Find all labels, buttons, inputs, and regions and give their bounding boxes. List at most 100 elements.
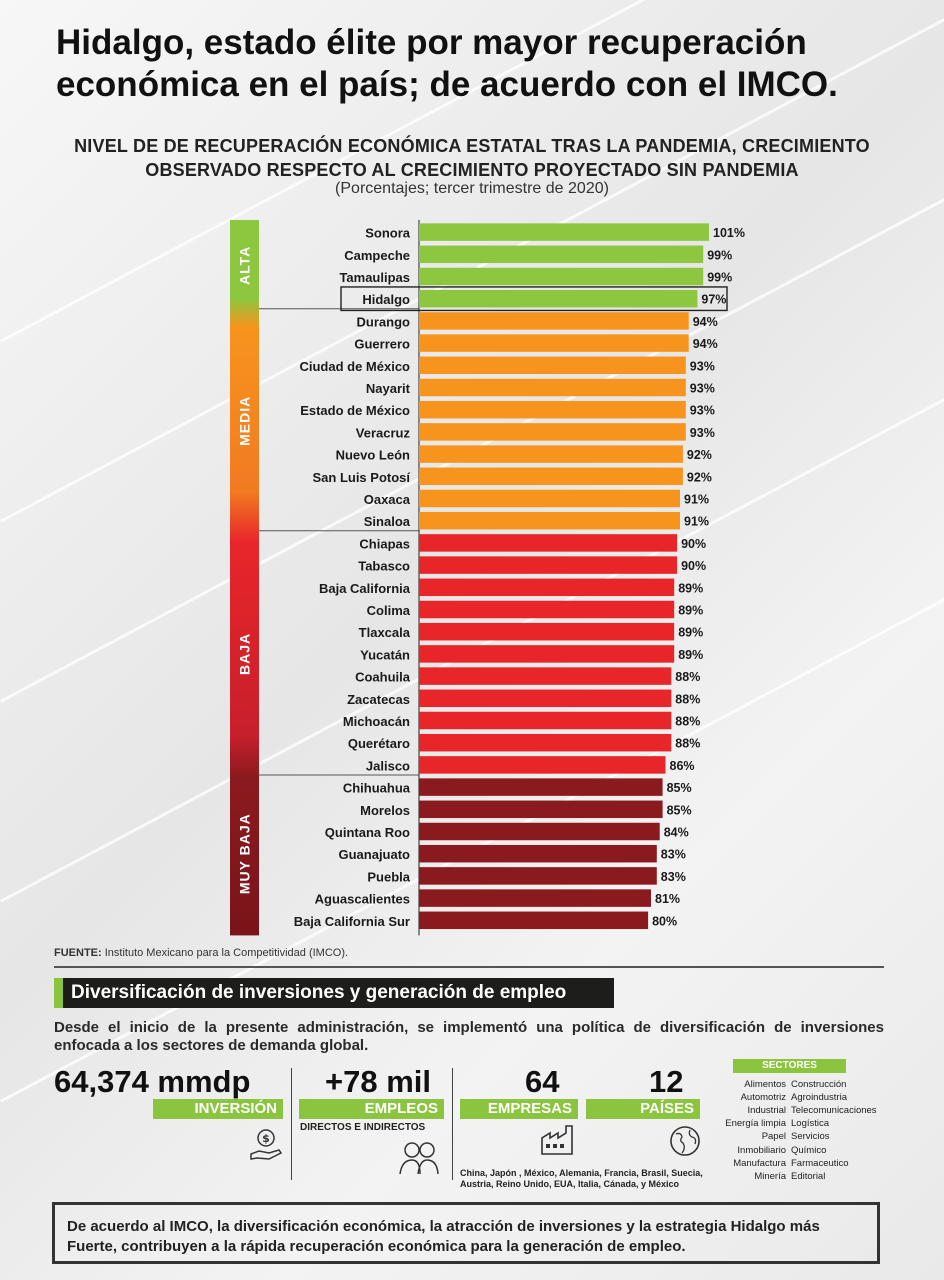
bar-2	[419, 245, 704, 264]
bar-17	[419, 578, 675, 597]
bar-3	[419, 267, 704, 286]
category-label: Ciudad de México	[299, 359, 410, 374]
jobs-sublabel: DIRECTOS E INDIRECTOS	[300, 1122, 426, 1133]
sector-item: Industrial	[747, 1105, 786, 1117]
category-label: Tlaxcala	[359, 625, 411, 640]
bar-18	[419, 600, 675, 619]
section-accent	[54, 978, 63, 1008]
value-label: 83%	[661, 848, 686, 862]
value-label: 80%	[652, 914, 677, 928]
category-label: Tabasco	[358, 559, 410, 574]
category-label: Quintana Roo	[325, 825, 410, 840]
bar-11	[419, 445, 683, 463]
value-label: 90%	[681, 559, 706, 573]
countries-list: China, Japón , México, Alemania, Francia…	[460, 1168, 703, 1189]
sector-item: Automotriz	[740, 1092, 786, 1104]
value-label: 94%	[693, 315, 718, 329]
category-label: Guerrero	[354, 337, 410, 352]
category-label: Querétaro	[348, 736, 410, 751]
value-label: 85%	[667, 803, 692, 817]
bar-23	[419, 711, 672, 730]
jobs-value: +78 mil	[325, 1064, 431, 1099]
sector-item: Minería	[754, 1170, 786, 1182]
sector-item: Construcción	[791, 1079, 847, 1090]
bar-16	[419, 556, 678, 574]
category-label: Sonora	[365, 226, 411, 241]
sector-item: Inmobiliario	[737, 1144, 786, 1156]
category-label: Chihuahua	[343, 781, 411, 796]
value-label: 99%	[707, 248, 732, 262]
group-label-muy-baja: MUY BAJA	[237, 813, 253, 894]
source-note: FUENTE: Instituto Mexicano para la Compe…	[54, 947, 348, 959]
value-label: 88%	[675, 692, 700, 706]
category-label: Aguascalientes	[315, 892, 410, 907]
bar-5	[419, 312, 689, 330]
divider	[54, 966, 884, 968]
value-label: 86%	[670, 759, 695, 773]
value-label: 101%	[713, 226, 745, 240]
bar-chart: ALTA MEDIA BAJA MUY BAJA 101% Sonora 99% Campec…	[230, 220, 745, 936]
category-label: Estado de México	[300, 403, 410, 418]
value-label: 91%	[684, 515, 709, 529]
bar-6	[419, 334, 689, 352]
bar-20	[419, 645, 675, 663]
category-label: Guanajuato	[338, 847, 410, 862]
bar-29	[419, 844, 657, 863]
category-label: Nuevo León	[336, 448, 410, 463]
bar-8	[419, 378, 686, 397]
bar-26	[419, 778, 663, 796]
value-label: 93%	[690, 426, 715, 440]
value-label: 85%	[667, 781, 692, 795]
category-label: Veracruz	[356, 425, 411, 440]
category-label: Morelos	[360, 803, 410, 818]
bar-28	[419, 822, 660, 841]
group-label-baja: BAJA	[237, 633, 253, 675]
value-label: 89%	[678, 581, 703, 595]
bar-32	[419, 911, 649, 930]
bar-15	[419, 534, 678, 552]
sector-item: Energía limpia	[725, 1118, 786, 1130]
category-label: Chiapas	[359, 536, 410, 551]
bar-4	[419, 289, 698, 308]
value-label: 81%	[655, 892, 680, 906]
value-label: 88%	[675, 670, 700, 684]
companies-label: EMPRESAS	[460, 1099, 578, 1119]
companies-value: 64	[525, 1064, 560, 1099]
value-label: 88%	[675, 737, 700, 751]
value-label: 93%	[690, 404, 715, 418]
value-label: 84%	[664, 826, 689, 840]
sector-item: Manufactura	[733, 1157, 786, 1169]
bar-24	[419, 733, 672, 752]
bar-27	[419, 800, 663, 819]
sector-item: Químico	[791, 1144, 827, 1156]
category-label: Hidalgo	[362, 292, 410, 307]
countries-label: PAÍSES	[586, 1099, 700, 1119]
bar-1	[419, 223, 709, 241]
investment-value: 64,374 mmdp	[54, 1064, 251, 1099]
investment-label: INVERSIÓN	[153, 1099, 283, 1119]
category-label: Colima	[367, 603, 411, 618]
bar-31	[419, 889, 651, 907]
category-label: Zacatecas	[347, 692, 410, 707]
factory-icon	[541, 1125, 573, 1155]
source-label: FUENTE:	[54, 947, 102, 959]
stat-divider	[291, 1068, 292, 1180]
sector-item: Agroindustria	[791, 1092, 847, 1104]
bar-19	[419, 622, 675, 641]
sector-item: Alimentos	[744, 1079, 786, 1090]
bar-10	[419, 423, 686, 441]
category-label: Baja California	[319, 581, 411, 596]
section-heading: Diversificación de inversiones y generac…	[54, 978, 614, 1008]
sectors-header: SECTORES	[733, 1059, 846, 1073]
chart-title: NIVEL DE DE RECUPERACIÓN ECONÓMICA ESTAT…	[74, 136, 870, 180]
category-label: Jalisco	[366, 758, 410, 773]
value-label: 83%	[661, 870, 686, 884]
category-label: Michoacán	[343, 714, 410, 729]
category-label: Coahuila	[355, 670, 411, 685]
category-label: San Luis Potosí	[312, 470, 410, 485]
value-label: 91%	[684, 493, 709, 507]
category-label: Puebla	[367, 869, 410, 884]
category-label: Baja California Sur	[294, 914, 410, 929]
group-label-media: MEDIA	[237, 396, 253, 446]
